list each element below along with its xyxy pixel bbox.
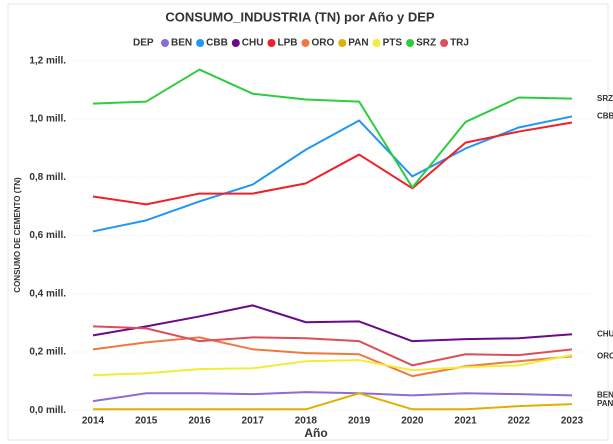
x-tick-label: 2021: [454, 416, 477, 427]
data-line: [93, 392, 573, 411]
chart-title: CONSUMO_INDUSTRIA (TN) por Año y DEP: [165, 9, 434, 24]
x-tick-label: 2017: [242, 416, 265, 427]
legend-label: BEN: [171, 38, 192, 49]
legend-marker: [301, 39, 310, 47]
legend-label: SRZ: [416, 38, 436, 49]
y-axis-label: CONSUMO DE CEMENTO (TN): [13, 177, 22, 293]
legend-marker: [338, 39, 347, 47]
x-tick-label: 2019: [348, 416, 371, 427]
legend-marker: [406, 39, 415, 47]
end-label: SRZ: [597, 94, 613, 103]
y-tick-label: 0,4 mill.: [29, 288, 66, 299]
data-line: [92, 354, 573, 377]
legend-label: PAN: [348, 38, 368, 49]
y-tick-label: 0,8 mill.: [29, 172, 66, 183]
x-tick-label: 2023: [561, 416, 584, 427]
x-tick-label: 2018: [295, 416, 318, 427]
x-tick-label: 2015: [135, 416, 158, 427]
x-tick-label: 2022: [508, 416, 531, 427]
data-line: [92, 304, 573, 343]
legend-marker: [440, 39, 449, 47]
y-tick-label: 1,2 mill.: [29, 55, 66, 66]
end-label: CBB: [597, 112, 613, 121]
legend-label: PTS: [383, 38, 403, 49]
legend-label: CHU: [242, 38, 264, 49]
end-label: PAN: [597, 399, 613, 408]
chart-frame: [7, 3, 609, 441]
legend-title: DEP: [133, 38, 154, 49]
legend-label: ORO: [311, 38, 334, 49]
data-line: [92, 391, 573, 403]
x-axis-label: Año: [304, 426, 327, 440]
x-tick-label: 2016: [188, 416, 211, 427]
data-line: [92, 68, 573, 189]
legend-marker: [196, 39, 205, 47]
x-tick-label: 2020: [401, 416, 424, 427]
end-label: ORO: [597, 351, 613, 360]
legend-marker: [161, 39, 169, 47]
end-label: BEN: [597, 390, 613, 399]
data-line: [92, 325, 573, 367]
legend-label: TRJ: [450, 38, 469, 49]
x-tick-label: 2014: [82, 416, 105, 427]
legend-label: CBB: [206, 38, 228, 49]
y-tick-label: 0,2 mill.: [29, 347, 66, 358]
legend-label: LPB: [277, 38, 297, 49]
y-tick-label: 1,0 mill.: [29, 114, 66, 125]
data-line: [92, 121, 573, 206]
y-tick-label: 0,6 mill.: [29, 230, 66, 241]
legend-marker: [372, 39, 381, 47]
legend-marker: [231, 39, 240, 47]
legend-marker: [267, 39, 276, 47]
end-label: CHU: [597, 329, 613, 338]
data-line: [92, 336, 573, 378]
legend: DEP BEN CBB CHU LPB ORO PAN PTS SRZ TRJ: [133, 38, 469, 49]
y-tick-label: 0,0 mill.: [29, 405, 66, 416]
